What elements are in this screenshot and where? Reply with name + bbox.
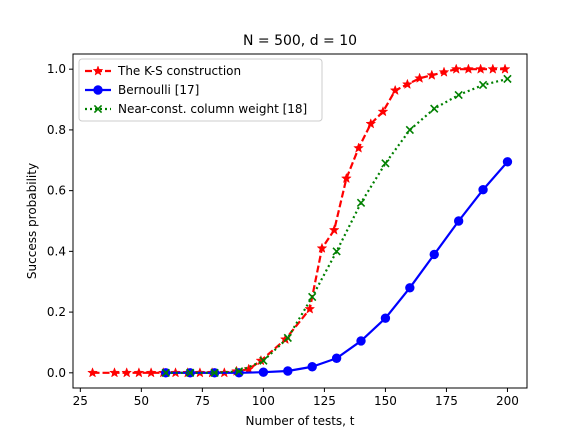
data-point bbox=[381, 159, 390, 168]
legend-entry: Near-const. column weight [18] bbox=[85, 102, 307, 116]
data-point bbox=[475, 63, 487, 74]
data-point bbox=[389, 84, 401, 96]
data-point bbox=[377, 105, 389, 117]
x-tick-label: 100 bbox=[252, 394, 275, 408]
data-point bbox=[328, 224, 340, 235]
legend-label: Bernoulli [17] bbox=[118, 83, 199, 97]
data-point bbox=[405, 125, 415, 135]
data-point bbox=[478, 80, 488, 90]
legend-marker bbox=[93, 104, 103, 114]
y-tick-label: 0.8 bbox=[47, 123, 66, 137]
data-point bbox=[259, 356, 268, 365]
data-point bbox=[462, 63, 474, 74]
data-point bbox=[185, 368, 195, 377]
data-point bbox=[308, 292, 317, 302]
legend-entry: The K-S construction bbox=[85, 64, 241, 78]
data-point bbox=[133, 367, 145, 378]
data-point bbox=[499, 63, 511, 74]
legend: The K-S construction Bernoulli [17] Near-c… bbox=[78, 58, 323, 122]
data-point bbox=[356, 336, 366, 346]
legend-entries: The K-S construction Bernoulli [17] Near-c… bbox=[85, 64, 307, 116]
y-tick-label: 0.2 bbox=[47, 305, 66, 319]
legend-label: The K-S construction bbox=[117, 64, 241, 78]
data-point bbox=[145, 367, 157, 378]
y-tick-label: 1.0 bbox=[47, 62, 66, 76]
x-axis-label: Number of tests, t bbox=[245, 414, 354, 428]
y-axis: 0.0 0.2 0.4 0.6 0.8 1.0 bbox=[47, 62, 73, 380]
data-point bbox=[405, 283, 415, 293]
y-tick-label: 0.6 bbox=[47, 184, 66, 198]
data-point bbox=[438, 66, 450, 77]
series-layer bbox=[87, 63, 513, 378]
x-tick-label: 125 bbox=[313, 394, 336, 408]
data-point bbox=[307, 362, 317, 372]
legend-marker bbox=[92, 65, 104, 76]
data-point bbox=[283, 333, 292, 343]
data-point bbox=[430, 104, 439, 113]
data-point bbox=[380, 313, 391, 323]
data-point bbox=[503, 74, 512, 84]
data-point bbox=[450, 63, 462, 74]
legend-box bbox=[78, 58, 323, 122]
data-point bbox=[365, 118, 377, 129]
data-point bbox=[283, 366, 293, 376]
data-point bbox=[487, 63, 499, 74]
legend-entry: Bernoulli [17] bbox=[85, 83, 199, 97]
data-point bbox=[234, 367, 244, 376]
y-tick-label: 0.0 bbox=[47, 366, 66, 380]
data-point bbox=[109, 367, 120, 378]
legend-marker bbox=[93, 85, 103, 95]
data-point bbox=[429, 249, 439, 260]
data-point bbox=[121, 367, 133, 378]
legend-label: Near-const. column weight [18] bbox=[118, 102, 307, 116]
x-tick-label: 200 bbox=[496, 394, 519, 408]
data-point bbox=[316, 242, 328, 253]
data-point bbox=[401, 78, 413, 89]
data-point bbox=[478, 185, 488, 195]
data-point bbox=[331, 353, 342, 363]
x-axis: 25 50 75 100 125 150 175 200 bbox=[73, 388, 519, 408]
data-point bbox=[161, 368, 170, 377]
series-2 bbox=[161, 74, 512, 377]
x-tick-label: 50 bbox=[134, 394, 149, 408]
data-point bbox=[258, 367, 269, 377]
series-1 bbox=[161, 157, 513, 378]
data-point bbox=[426, 69, 438, 80]
data-point bbox=[87, 367, 98, 378]
series-line bbox=[165, 77, 508, 374]
x-tick-label: 175 bbox=[435, 394, 458, 408]
series-line bbox=[165, 161, 509, 374]
x-tick-label: 75 bbox=[195, 394, 210, 408]
data-point bbox=[332, 247, 341, 256]
data-point bbox=[304, 303, 316, 314]
data-point bbox=[454, 90, 463, 100]
data-point bbox=[353, 142, 365, 153]
chart-title: N = 500, d = 10 bbox=[243, 33, 357, 49]
data-point bbox=[502, 157, 513, 167]
plot-frame bbox=[72, 53, 528, 389]
data-point bbox=[210, 368, 219, 377]
data-point bbox=[340, 172, 352, 184]
x-tick-label: 25 bbox=[73, 394, 88, 408]
data-point bbox=[356, 198, 366, 207]
x-tick-label: 150 bbox=[374, 394, 397, 408]
y-tick-label: 0.4 bbox=[47, 244, 66, 258]
data-point bbox=[453, 216, 464, 226]
y-axis-label: Success probability bbox=[25, 163, 39, 279]
data-point bbox=[414, 72, 426, 83]
